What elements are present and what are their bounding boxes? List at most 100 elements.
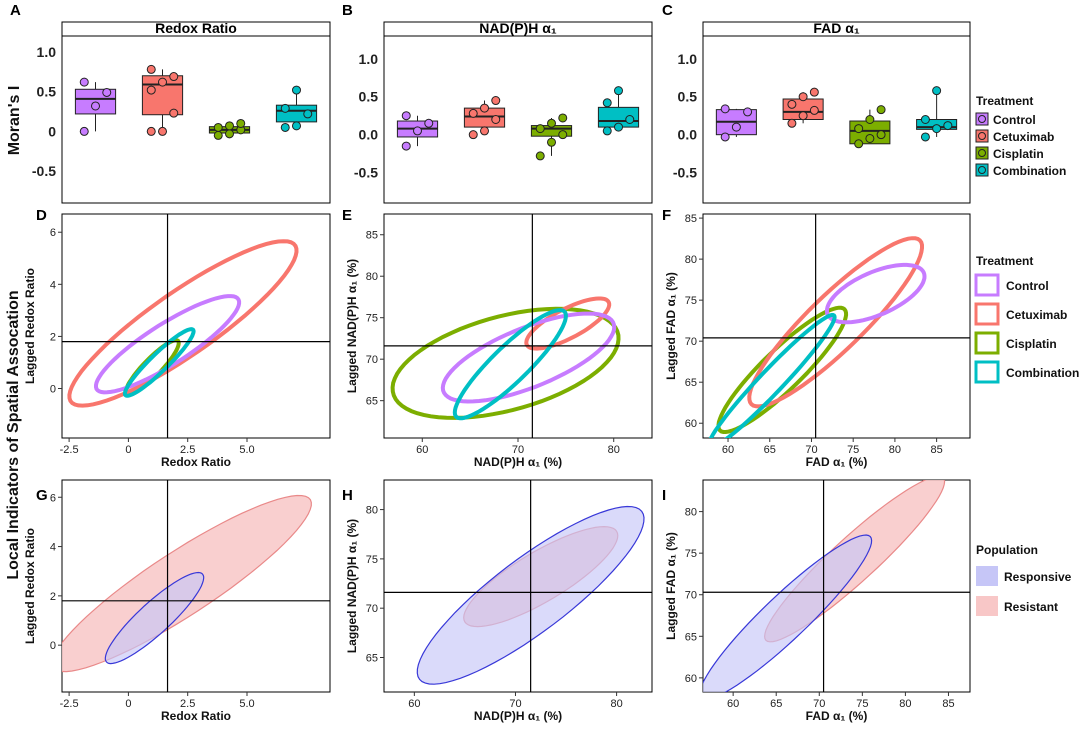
x-tick-label: 80 bbox=[610, 698, 622, 710]
legend-swatch bbox=[974, 331, 1000, 355]
panel-letter-C: C bbox=[662, 2, 673, 19]
data-point bbox=[146, 126, 156, 136]
x-tick-label: 70 bbox=[509, 698, 521, 710]
legend-top: Treatment Control Cetuximab Cisplatin Combin… bbox=[975, 94, 1066, 178]
legend-title: Treatment bbox=[976, 94, 1033, 108]
panel-B: B NAD(P)H α₁ 1.0 0.5 0.0 -0.5 bbox=[342, 2, 653, 204]
panel-D: D -2.5 0 2.5 5.0 6 4 2 0 Redox Ratio Lagged Redox … bbox=[23, 207, 331, 469]
y-tick-label: 65 bbox=[685, 377, 697, 389]
legend-swatch bbox=[976, 596, 998, 616]
data-point bbox=[876, 130, 886, 140]
legend-item-combination: Combination bbox=[993, 164, 1066, 178]
y-tick-label: 85 bbox=[685, 213, 697, 225]
data-point bbox=[558, 130, 568, 140]
data-point bbox=[614, 86, 623, 96]
ellipse-combination bbox=[452, 308, 568, 421]
y-tick-label: 70 bbox=[685, 336, 697, 348]
legend-swatch bbox=[974, 360, 1000, 384]
x-tick-label: 70 bbox=[512, 444, 524, 456]
x-axis-label: FAD α₁ (%) bbox=[806, 455, 868, 469]
y-axis-label: Lagged NAD(P)H α₁ (%) bbox=[345, 519, 359, 653]
data-point bbox=[743, 107, 753, 117]
y-tick-label: 0 bbox=[50, 384, 56, 396]
legend-item-cetuximab: Cetuximab bbox=[1006, 308, 1067, 322]
panel-letter-I: I bbox=[662, 487, 666, 504]
data-point bbox=[303, 109, 313, 119]
x-tick-label: 80 bbox=[899, 698, 911, 710]
y-tick-label: 70 bbox=[685, 590, 697, 602]
ellipse-cetuximab bbox=[747, 236, 924, 409]
data-point bbox=[79, 126, 89, 136]
x-tick-label: 2.5 bbox=[180, 444, 195, 456]
row-label: Local Indicators of Spatial Assocation bbox=[5, 290, 22, 579]
y-tick-label: 65 bbox=[685, 631, 697, 643]
legend-swatch bbox=[974, 273, 1000, 297]
data-point bbox=[213, 130, 223, 140]
plot-area bbox=[62, 214, 330, 438]
data-point bbox=[920, 115, 930, 124]
data-point bbox=[798, 111, 808, 121]
panel-title: Redox Ratio bbox=[155, 20, 237, 36]
ellipse-combination bbox=[708, 313, 837, 438]
data-point bbox=[602, 126, 612, 136]
plot-area bbox=[703, 480, 970, 692]
legend-item-combination: Combination bbox=[1006, 366, 1079, 380]
data-point bbox=[225, 129, 234, 139]
y-axis-label: Lagged Redox Ratio bbox=[23, 268, 37, 384]
y-axis-label: Lagged NAD(P)H α₁ (%) bbox=[345, 259, 359, 393]
x-tick-label: 2.5 bbox=[180, 698, 195, 710]
ellipse-responsive bbox=[104, 571, 205, 665]
data-point bbox=[480, 103, 489, 113]
legend-title: Population bbox=[976, 543, 1038, 557]
y-tick-label: 75 bbox=[685, 295, 697, 307]
x-tick-label: 5.0 bbox=[239, 698, 254, 710]
y-tick-label: 75 bbox=[685, 548, 697, 560]
y-axis-label: Lagged Redox Ratio bbox=[23, 528, 37, 644]
data-point bbox=[787, 99, 797, 109]
y-tick-label: 4 bbox=[50, 279, 56, 291]
y-axis-label: Lagged FAD α₁ (%) bbox=[664, 532, 678, 640]
panel-E: E 60 70 80 85 80 75 70 65 NAD(P)H α₁ (%) Lagged NA… bbox=[342, 207, 653, 469]
y-tick-label: -0.5 bbox=[354, 165, 378, 181]
data-point bbox=[146, 85, 156, 95]
data-point bbox=[158, 77, 167, 87]
panel-A: A Redox Ratio 1.0 0.5 0 -0.5 Moran's I bbox=[6, 2, 331, 204]
x-tick-label: 85 bbox=[931, 444, 943, 456]
data-point bbox=[292, 85, 301, 95]
data-point bbox=[169, 72, 179, 82]
data-point bbox=[614, 122, 623, 132]
data-point bbox=[854, 139, 864, 149]
data-point bbox=[798, 92, 808, 102]
legend-item-responsive: Responsive bbox=[1004, 570, 1072, 584]
panel-C: C FAD α₁ 1.0 0.5 0.0 -0.5 bbox=[662, 2, 971, 204]
legend-item-control: Control bbox=[1006, 279, 1049, 293]
panel-letter-B: B bbox=[342, 2, 353, 19]
y-tick-label: 1.0 bbox=[37, 44, 57, 60]
x-axis-label: Redox Ratio bbox=[161, 455, 231, 469]
legend-item-cetuximab: Cetuximab bbox=[993, 130, 1054, 144]
ellipse-combination bbox=[122, 327, 196, 398]
data-point bbox=[602, 98, 612, 108]
data-point bbox=[865, 133, 875, 143]
plot-area bbox=[62, 480, 330, 692]
data-point bbox=[809, 87, 819, 97]
data-point bbox=[236, 118, 246, 128]
data-point bbox=[480, 126, 489, 136]
panel-F: F 60 65 70 75 80 85 85 80 75 70 65 60 FAD α₁ (%) Lagge… bbox=[662, 207, 971, 469]
y-tick-label: 75 bbox=[366, 313, 378, 325]
panel-H: H 60 70 80 80 75 70 65 NAD(P)H α₁ (%) Lagged NAD(… bbox=[342, 479, 653, 723]
y-tick-label: 1.0 bbox=[678, 51, 698, 67]
legend-swatch-dot bbox=[978, 149, 986, 157]
ellipse-control bbox=[440, 311, 617, 404]
panel-G: G -2.5 0 2.5 5.0 6 4 2 0 Redox Ratio Lagged Redox … bbox=[23, 479, 331, 723]
y-tick-label: -0.5 bbox=[673, 165, 697, 181]
data-point bbox=[625, 115, 635, 124]
data-point bbox=[547, 137, 556, 147]
y-tick-label: -0.5 bbox=[32, 163, 56, 179]
panel-letter-G: G bbox=[36, 487, 48, 504]
data-point bbox=[491, 115, 501, 124]
y-tick-label: 2 bbox=[50, 331, 56, 343]
data-point bbox=[535, 151, 545, 161]
data-point bbox=[146, 64, 156, 74]
y-axis-label: Moran's I bbox=[6, 86, 23, 156]
